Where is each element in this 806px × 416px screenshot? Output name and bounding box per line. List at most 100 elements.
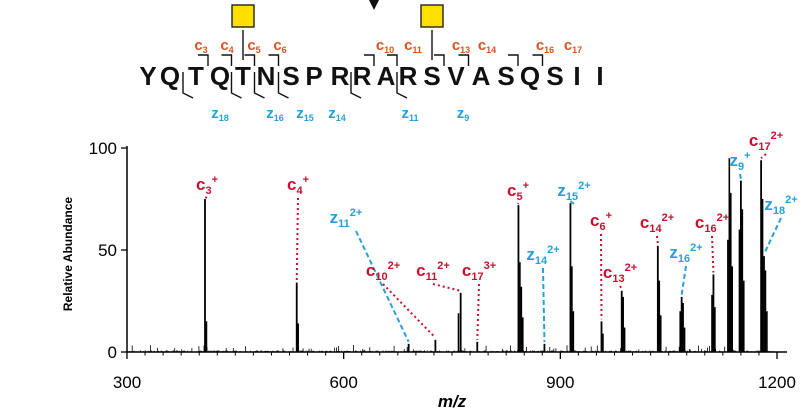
y-tick-label: 50: [98, 241, 117, 260]
c-ion-bracket: [268, 54, 280, 66]
c-ion-bracket: [221, 54, 233, 66]
noise-trace: [128, 345, 776, 352]
c-ion-sequence-label: c4: [220, 37, 233, 55]
sequence-residue: Q: [210, 61, 230, 91]
c-ion-peak-label: c5+: [507, 180, 529, 203]
sequence-residue: Q: [520, 61, 540, 91]
c-ion-connector: [382, 283, 437, 339]
spectrum-plot: c3+ c4+z112+c102+ c112+ c173+c5+z142+z152+c…: [61, 130, 798, 411]
z-ion-sequence-label: z15: [296, 105, 314, 123]
peak-labels: c3+ c4+z112+c102+ c112+ c173+c5+z142+z152+c…: [196, 130, 798, 343]
sequence-residue: R: [353, 61, 372, 91]
c-ion-sequence-label: c17: [564, 37, 582, 55]
z-ion-connector: [680, 265, 687, 296]
c-ion-peak-label: c142+: [640, 212, 674, 235]
y-tick-label: 0: [108, 343, 117, 362]
x-tick-label: 1200: [758, 373, 796, 392]
z-ion-connector: [355, 230, 410, 343]
sequence-residue: P: [305, 61, 322, 91]
z-ion-sequence-label: z9: [457, 105, 470, 123]
y-axis-title: Relative Abundance: [61, 197, 75, 312]
z-ion-connector: [739, 173, 742, 179]
sequence-residue: V: [447, 61, 465, 91]
glycan-square: [231, 4, 255, 28]
z-ion-peak-label: z142+: [526, 244, 559, 267]
y-tick-label: 100: [89, 139, 117, 158]
z-ion-sequence-label: z11: [401, 105, 418, 123]
z-ion-connector: [763, 217, 782, 255]
c-ion-peak-label: c102+: [366, 260, 400, 283]
x-tick-label: 300: [113, 373, 141, 392]
z-ion-bracket: [253, 72, 265, 99]
z-ion-bracket: [396, 72, 408, 99]
c-ion-connector: [656, 235, 659, 245]
x-axis-title: m/z: [438, 392, 467, 411]
z-ion-sequence-label: z16: [266, 105, 284, 123]
c-ion-peak-label: c4+: [287, 174, 309, 197]
z-ion-peak-label: z162+: [669, 242, 702, 265]
x-tick-label: 600: [329, 373, 357, 392]
sequence-residue: T: [235, 61, 251, 91]
cleavage-arrow: [369, 0, 379, 10]
z-ion-sequence-label: z18: [211, 105, 229, 123]
sequence-residue: R: [399, 61, 418, 91]
sequence-residue: S: [497, 61, 514, 91]
baseline-noise: [128, 345, 776, 352]
c-ion-bracket: [198, 54, 209, 66]
sequence-residue: S: [423, 61, 440, 91]
c-ion-sequence-label: c6: [273, 37, 286, 55]
glycan-square: [420, 4, 444, 28]
c-ion-peak-label: c172+: [749, 130, 783, 153]
c-ion-connector: [711, 235, 715, 273]
c-ion-bracket: [532, 54, 544, 66]
sequence-residue: I: [573, 61, 580, 91]
c-ion-sequence-label: c5: [247, 37, 260, 55]
z-ion-sequence-label: z14: [328, 105, 346, 123]
c-ion-bracket: [434, 54, 445, 66]
c-ion-bracket: [458, 54, 470, 66]
z-ion-peak-label: z152+: [557, 180, 590, 203]
sequence-residue: A: [377, 61, 396, 91]
sequence-residue: S: [546, 61, 563, 91]
z-ion-bracket: [350, 72, 362, 99]
c-ion-bracket: [508, 54, 519, 66]
c-ion-peak-label: c132+: [603, 262, 637, 285]
c-ion-connector: [432, 283, 461, 292]
c-ion-peak-label: c162+: [695, 212, 729, 235]
sequence-residue: A: [472, 61, 491, 91]
sequence-residue: N: [257, 61, 276, 91]
sequence-residue: Q: [160, 61, 180, 91]
z-ion-connector: [542, 267, 546, 342]
c-ion-connector: [600, 233, 603, 320]
c-ion-sequence-label: c16: [536, 37, 554, 55]
z-ion-bracket: [182, 72, 194, 99]
c-ion-sequence-label: c11: [404, 37, 422, 55]
sequence-residue: Y: [139, 61, 156, 91]
z-ion-peak-label: z182+: [764, 194, 797, 217]
c-ion-connector: [476, 283, 480, 340]
z-ion-peak-label: z9+: [729, 150, 750, 173]
axes: 0 50 100 300 600 900 1200: [89, 139, 796, 392]
c-ion-peak-label: c6+: [590, 210, 612, 233]
sequence-residue: S: [282, 61, 299, 91]
c-ion-bracket: [387, 54, 398, 66]
z-ion-bracket: [230, 72, 242, 99]
z-ion-peak-label: z112+: [330, 207, 363, 230]
c-ion-connector: [295, 197, 299, 281]
c-ion-sequence-label: c13: [452, 37, 470, 55]
c-ion-sequence-label: c14: [478, 37, 496, 55]
peaks: [204, 158, 768, 352]
c-ion-bracket: [364, 54, 375, 66]
peptide-sequence-map: Y Q T Q T N S P R R A R S V A S Q S I Ic3 c4 c5 c6 c10 c11 c13 c14…: [139, 0, 604, 123]
x-tick-label: 900: [546, 373, 574, 392]
sequence-residue: I: [596, 61, 603, 91]
c-ion-peak-label: c173+: [462, 260, 496, 283]
sequence-residue: R: [331, 61, 350, 91]
c-ion-bracket: [244, 54, 256, 66]
sequence-residue: T: [188, 61, 204, 91]
z-ion-bracket: [277, 72, 289, 99]
c-ion-connector: [619, 285, 623, 290]
c-ion-sequence-label: c10: [376, 37, 394, 55]
z-ion-connector: [569, 200, 575, 205]
